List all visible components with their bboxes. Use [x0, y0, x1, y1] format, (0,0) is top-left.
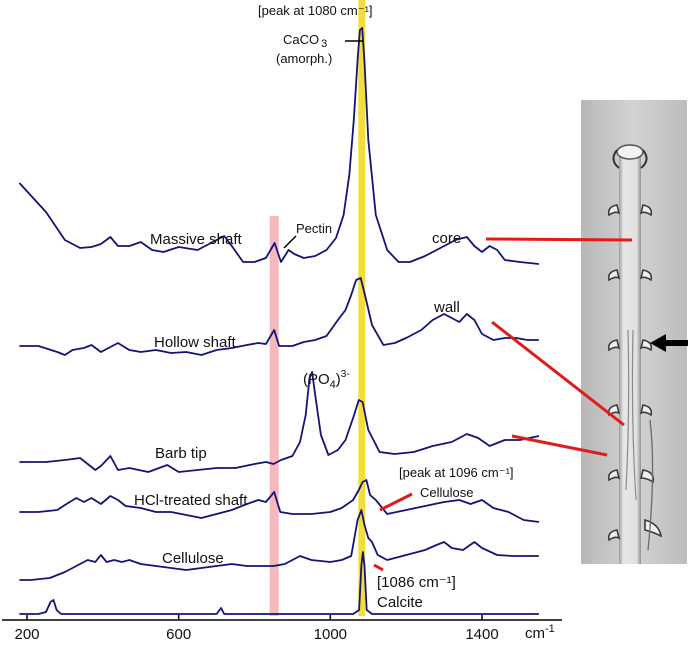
x-tick-label-200: 200 — [14, 626, 39, 643]
series-label-hcl-treated-shaft: HCl-treated shaft — [134, 492, 248, 509]
calcite-callout — [373, 563, 384, 572]
x-axis-ticks: 200 600 1000 1400 — [14, 615, 499, 643]
spectrum-massive-shaft — [18, 27, 539, 265]
x-axis-unit-exponent: -1 — [545, 623, 555, 635]
x-tick-label-1400: 1400 — [465, 626, 498, 643]
phosphate-close: ) — [336, 371, 341, 388]
spectrum-cellulose — [19, 509, 539, 581]
phosphate-subscript: 4 — [330, 379, 336, 391]
caco3-text: CaCO — [283, 32, 319, 47]
arrow-icon — [650, 334, 688, 352]
barb-tip-callout — [511, 434, 608, 457]
pectin-label: Pectin — [296, 221, 332, 236]
x-axis-unit-text: cm — [525, 625, 545, 642]
spectra-group — [18, 27, 540, 615]
x-axis-unit: cm-1 — [525, 623, 555, 642]
series-label-cellulose: Cellulose — [162, 550, 224, 567]
peak-1080-label: [peak at 1080 cm⁻¹] — [258, 3, 373, 18]
phosphate-superscript: 3- — [341, 369, 350, 380]
pectin-band — [269, 216, 279, 616]
calcite-label: Calcite — [377, 594, 423, 611]
x-tick-label-600: 600 — [166, 626, 191, 643]
cellulose-peak-callout — [379, 492, 413, 512]
x-tick-label-1000: 1000 — [314, 626, 347, 643]
series-label-massive-shaft: Massive shaft — [150, 231, 243, 248]
pectin-leader — [283, 235, 297, 249]
core-label: core — [432, 230, 461, 247]
phosphate-text: (PO — [303, 371, 330, 388]
series-label-barb-tip: Barb tip — [155, 445, 207, 462]
micrograph-image — [581, 100, 688, 564]
phosphate-label: (PO4)3- — [303, 369, 350, 391]
spectrum-hcl-treated-shaft — [19, 479, 540, 523]
peak-1096-label: [peak at 1096 cm⁻¹] — [399, 465, 514, 480]
amorph-label: (amorph.) — [276, 51, 332, 66]
wall-callout — [491, 320, 625, 427]
spectrum-hollow-shaft — [19, 277, 539, 356]
cellulose-peak-label: Cellulose — [420, 485, 473, 500]
wall-label: wall — [433, 299, 460, 316]
series-label-hollow-shaft: Hollow shaft — [154, 334, 237, 351]
caco3-label: CaCO 3 — [283, 32, 327, 50]
core-callout — [485, 237, 633, 242]
calcite-peak-label: [1086 cm⁻¹] — [377, 574, 456, 591]
carbonate-band — [358, 0, 366, 616]
caco3-subscript: 3 — [321, 38, 327, 50]
spectrum-barb-tip — [19, 371, 540, 473]
spectrum-calcite — [19, 551, 539, 615]
